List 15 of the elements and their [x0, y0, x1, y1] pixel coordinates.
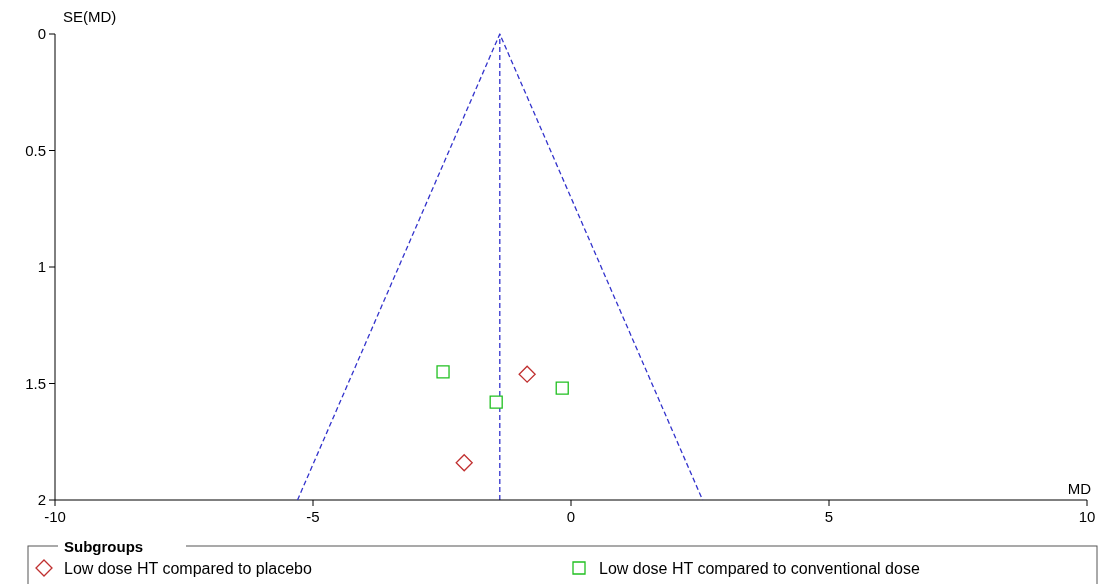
x-tick-label: -10	[44, 508, 66, 525]
legend-label: Low dose HT compared to placebo	[64, 560, 312, 577]
x-axis-title: MD	[1067, 480, 1092, 497]
x-tick-label: 5	[824, 508, 834, 525]
y-tick-label: 0.5	[25, 141, 46, 159]
x-tick-label: 0	[566, 508, 576, 525]
y-tick-label: 2	[37, 491, 46, 508]
y-tick-label: 0	[37, 25, 46, 42]
x-tick-label: -5	[306, 508, 320, 525]
legend-label: Low dose HT compared to conventional dose	[599, 560, 920, 577]
x-tick-label: 10	[1078, 508, 1096, 525]
y-tick-label: 1.5	[25, 374, 46, 392]
y-tick-label: 1	[37, 258, 46, 275]
legend-title: Subgroups	[64, 538, 144, 555]
y-axis-title: SE(MD)	[63, 8, 117, 25]
